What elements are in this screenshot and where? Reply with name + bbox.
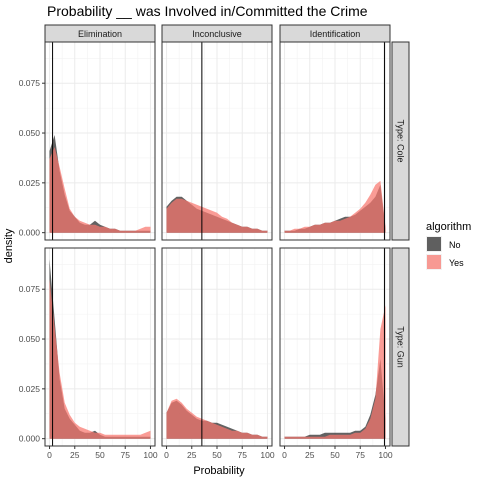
x-tick-label: 75 <box>120 450 130 460</box>
legend-entry-no: No <box>426 236 461 252</box>
facet-strip-label-type-gun: Type: Gun <box>396 326 406 368</box>
facet-strip-label-identification: Identification <box>310 29 361 39</box>
panel-type-cole-inconclusive <box>161 41 273 241</box>
x-tick-label: 0 <box>47 450 52 460</box>
legend-swatch-no <box>427 237 441 251</box>
x-tick-label: 25 <box>187 450 197 460</box>
legend-entry-yes: Yes <box>426 254 464 270</box>
y-tick-label: 0.025 <box>19 178 41 188</box>
x-tick-label: 100 <box>143 450 157 460</box>
y-tick-label: 0.075 <box>19 284 41 294</box>
x-tick-label: 0 <box>164 450 169 460</box>
facet-strip-type-gun <box>391 247 410 447</box>
x-tick-label: 50 <box>212 450 222 460</box>
x-tick-label: 75 <box>355 450 365 460</box>
facet-panels: Elimination Inconclusive Identification Typ… <box>19 24 410 460</box>
panel-type-gun-elimination: 0.000 0.025 0.050 0.075 0 25 50 75 100 <box>19 247 158 460</box>
legend-label-yes: Yes <box>449 258 464 268</box>
panel-border <box>44 41 156 241</box>
facet-strip-label-type-cole: Type: Cole <box>396 119 406 162</box>
density-area-yes <box>49 279 151 439</box>
density-area-yes <box>284 180 386 233</box>
legend-swatch-yes <box>427 255 441 269</box>
x-tick-label: 75 <box>237 450 247 460</box>
facet-strip-label-inconclusive: Inconclusive <box>192 29 242 39</box>
y-tick-label: 0.075 <box>19 78 41 88</box>
panel-border <box>161 41 273 241</box>
panel-type-cole-identification <box>279 41 391 241</box>
y-tick-label: 0.000 <box>19 228 41 238</box>
density-area-yes <box>49 147 151 233</box>
legend-entries: No Yes <box>426 236 464 270</box>
density-area-yes <box>166 198 268 233</box>
panel-type-cole-elimination: 0.000 0.025 0.050 0.075 <box>19 41 156 241</box>
x-tick-label: 100 <box>260 450 274 460</box>
y-tick-label: 0.050 <box>19 334 41 344</box>
x-tick-label: 0 <box>282 450 287 460</box>
y-tick-label: 0.000 <box>19 434 41 444</box>
legend: algorithm No Yes <box>426 221 471 270</box>
y-axis-title: density <box>3 228 15 263</box>
y-tick-label: 0.050 <box>19 128 41 138</box>
x-tick-label: 50 <box>95 450 105 460</box>
legend-label-no: No <box>449 240 461 250</box>
x-tick-label: 25 <box>305 450 315 460</box>
x-tick-label: 50 <box>330 450 340 460</box>
panel-border <box>279 41 391 241</box>
facet-strip-label-elimination: Elimination <box>78 29 122 39</box>
y-tick-label: 0.025 <box>19 384 41 394</box>
x-tick-label: 25 <box>70 450 80 460</box>
x-tick-label: 100 <box>378 450 392 460</box>
facet-strip-type-cole <box>391 41 410 241</box>
chart-title: Probability __ was Involved in/Committed… <box>47 3 368 19</box>
x-axis-title: Probability <box>193 465 245 477</box>
panel-type-gun-identification: 0 25 50 75 100 <box>279 247 393 460</box>
density-area-yes <box>166 398 268 439</box>
panel-type-gun-inconclusive: 0 25 50 75 100 <box>161 247 275 460</box>
density-area-yes <box>284 305 386 439</box>
legend-title: algorithm <box>426 221 471 233</box>
